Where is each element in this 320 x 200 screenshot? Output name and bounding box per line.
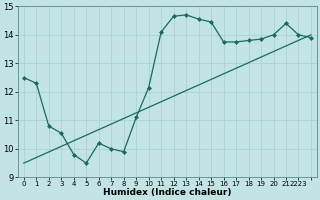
X-axis label: Humidex (Indice chaleur): Humidex (Indice chaleur) [103,188,232,197]
